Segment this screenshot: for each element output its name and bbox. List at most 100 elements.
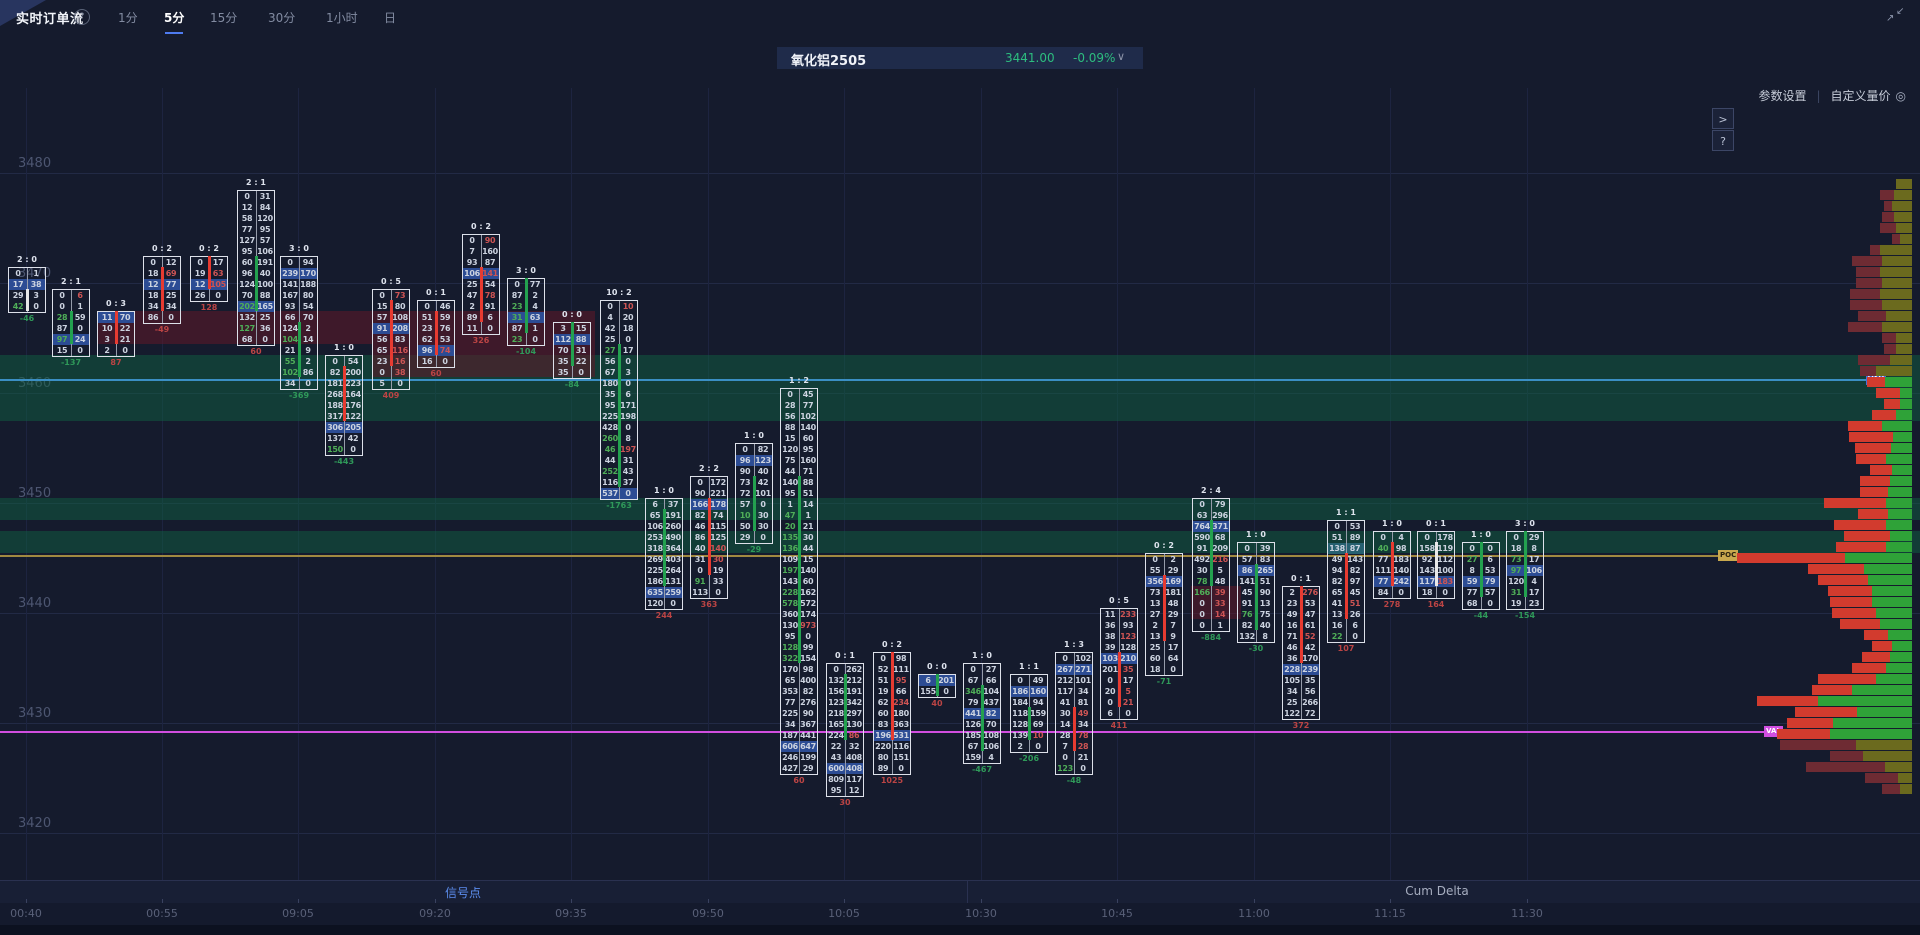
profile-buy-bar [1882, 256, 1912, 266]
profile-sell-bar [1880, 190, 1894, 200]
footprint-row: 91 33 [691, 576, 727, 587]
bid-volume: 159 [965, 752, 981, 762]
bid-volume: 0 [1062, 752, 1068, 762]
candle-body-line [525, 277, 528, 333]
side-button-help[interactable]: ? [1712, 130, 1734, 151]
ask-volume: 165 [257, 301, 273, 311]
bid-volume: 56 [784, 411, 796, 421]
candle-body-line [936, 673, 939, 696]
bid-volume: 197 [782, 565, 798, 575]
footprint-row: 34 367 [781, 719, 817, 730]
footprint-row: 132 212 [827, 675, 863, 686]
ask-volume: 83 [394, 334, 406, 344]
ask-volume: 276 [800, 697, 816, 707]
candle-body-line [255, 255, 258, 311]
demand-zone [0, 354, 1920, 421]
gear-icon[interactable]: ◎ [1895, 89, 1906, 103]
bid-volume: 56 [376, 334, 388, 344]
settings-button[interactable]: 参数设置 [1758, 89, 1807, 103]
bid-volume: 120 [1508, 576, 1524, 586]
ask-volume: 140 [710, 543, 726, 553]
tab-30分[interactable]: 30分 [268, 11, 296, 25]
bid-volume: 225 [647, 565, 663, 575]
candle-body-line [891, 651, 894, 740]
ask-volume: 17 [212, 257, 224, 267]
ask-volume: 239 [1302, 664, 1318, 674]
time-gridline [844, 88, 845, 880]
ask-volume: 181 [1165, 587, 1181, 597]
ask-volume: 48 [1214, 576, 1226, 586]
cum-delta-pane-label[interactable]: Cum Delta [1405, 884, 1469, 898]
custom-volume-price-button[interactable]: 自定义量价 [1830, 89, 1891, 103]
tab-1分[interactable]: 1分 [118, 11, 138, 25]
bid-volume: 73 [739, 477, 751, 487]
footprint-row: 185 108 [964, 730, 1000, 741]
ask-volume: 88 [575, 334, 587, 344]
bid-volume: 40 [694, 543, 706, 553]
bid-volume: 65 [1331, 587, 1343, 597]
ask-volume: 0 [1487, 598, 1493, 608]
bid-volume: 123 [828, 697, 844, 707]
footprint-column: 0 53 51 89 138 87 49 143 94 82 82 97 65 45 41 51 13 26 16 6… [1327, 519, 1365, 643]
ask-volume: 54 [484, 279, 496, 289]
footprint-row: 43 408 [827, 752, 863, 763]
instrument-badge[interactable]: 氧化铝2505 3441.00 -0.09% ∨ [777, 47, 1143, 69]
bid-volume: 30 [1196, 565, 1208, 575]
chevron-down-icon[interactable]: ∨ [1117, 50, 1126, 63]
profile-buy-bar [1880, 619, 1912, 629]
ask-volume: 27 [985, 664, 997, 674]
ask-volume: 76 [439, 323, 451, 333]
help-icon[interactable]: ? [74, 9, 90, 25]
ask-volume: 6 [1487, 554, 1493, 564]
footprint-row: 35 22 [554, 356, 590, 367]
footprint-row: 20 21 [781, 521, 817, 532]
collapse-icon[interactable]: ↙ ↗ [1886, 6, 1905, 24]
tab-15分[interactable]: 15分 [210, 11, 238, 25]
bid-volume: 76 [1241, 609, 1253, 619]
profile-sell-bar [1856, 454, 1886, 464]
ask-volume: 21 [1122, 697, 1134, 707]
candle-body-line [1524, 530, 1527, 597]
ask-volume: 130 [846, 719, 862, 729]
profile-buy-bar [1886, 663, 1912, 673]
footprint-row: 18 8 [1507, 543, 1543, 554]
footprint-row: 269 403 [646, 554, 682, 565]
tab-1小时[interactable]: 1小时 [326, 11, 358, 25]
tab-日[interactable]: 日 [384, 11, 397, 25]
candle-body-line [753, 475, 756, 531]
side-button-expand[interactable]: > [1712, 108, 1734, 129]
time-gridline [1117, 88, 1118, 880]
footprint-row: 122 72 [1283, 708, 1319, 719]
ask-volume: 18 [622, 323, 634, 333]
profile-buy-bar [1888, 630, 1912, 640]
profile-buy-bar [1886, 520, 1912, 530]
bid-volume: 201 [1102, 664, 1118, 674]
ask-volume: 1 [1217, 620, 1223, 630]
ask-volume: 408 [846, 763, 862, 773]
bid-volume: 27 [604, 345, 616, 355]
time-gridline [1527, 88, 1528, 880]
ask-volume: 81 [1077, 697, 1089, 707]
bid-volume: 27 [1466, 554, 1478, 564]
profile-buy-bar [1891, 443, 1912, 453]
bid-volume: 46 [694, 521, 706, 531]
footprint-row: 91 209 [1193, 543, 1229, 554]
footprint-row: 0 39 [1238, 543, 1274, 554]
bid-volume: 15 [376, 301, 388, 311]
bid-volume: 8 [1469, 565, 1475, 575]
footprint-row: 0 19 [691, 565, 727, 576]
bid-volume: 117 [1057, 686, 1073, 696]
profile-sell-bar [1884, 201, 1892, 211]
ask-volume: 0 [397, 378, 403, 388]
footprint-row: 18 69 [144, 268, 180, 279]
signal-pane-label[interactable]: 信号点 [444, 886, 481, 900]
bid-volume: 82 [1331, 576, 1343, 586]
footprint-row: 353 82 [781, 686, 817, 697]
imbalance-header: 0 : 2 [471, 221, 491, 231]
bid-volume: 116 [602, 477, 618, 487]
ask-volume: 437 [983, 697, 999, 707]
footprint-row: 60 180 [874, 708, 910, 719]
tab-5分[interactable]: 5分 [164, 11, 185, 34]
